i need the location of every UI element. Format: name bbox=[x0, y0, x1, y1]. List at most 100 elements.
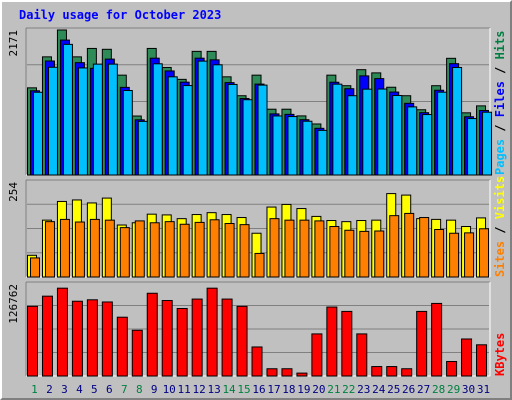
legend-item: Pages bbox=[493, 139, 507, 175]
panel-3: 126762 bbox=[7, 281, 491, 377]
bar-kbytes-day-8 bbox=[131, 329, 143, 377]
bar-pages-day-31 bbox=[482, 111, 493, 176]
day-label-3: 3 bbox=[61, 383, 68, 396]
bar-sites-day-23 bbox=[359, 230, 370, 278]
bar-pages-day-18 bbox=[287, 116, 298, 176]
bar-sites-day-12 bbox=[194, 221, 205, 278]
bar-sites-day-6 bbox=[104, 219, 115, 278]
bar-kbytes-day-11 bbox=[176, 308, 188, 377]
day-label-14: 14 bbox=[222, 383, 236, 396]
panel-3-legend: KBytes bbox=[493, 333, 507, 376]
bar-sites-day-1 bbox=[30, 257, 40, 278]
bar-pages-day-15 bbox=[242, 99, 253, 176]
bar-kbytes-day-30 bbox=[461, 338, 473, 377]
bar-kbytes-day-14 bbox=[221, 298, 233, 377]
day-label-27: 27 bbox=[417, 383, 430, 396]
day-label-30: 30 bbox=[462, 383, 475, 396]
bar-sites-day-20 bbox=[314, 220, 325, 278]
bar-sites-day-3 bbox=[59, 218, 70, 278]
bar-kbytes-day-19 bbox=[296, 372, 308, 377]
day-label-4: 4 bbox=[76, 383, 83, 396]
bar-kbytes-day-27 bbox=[416, 310, 428, 377]
bar-kbytes-day-15 bbox=[236, 305, 248, 377]
bar-sites-day-19 bbox=[299, 219, 310, 278]
bar-pages-day-21 bbox=[332, 83, 343, 176]
day-label-18: 18 bbox=[282, 383, 295, 396]
bar-pages-day-20 bbox=[317, 129, 328, 176]
bar-kbytes-day-12 bbox=[191, 298, 203, 377]
legend-item: Sites bbox=[493, 241, 507, 277]
bar-sites-day-17 bbox=[269, 218, 280, 278]
bar-pages-day-12 bbox=[197, 60, 208, 176]
bar-pages-day-4 bbox=[77, 67, 88, 176]
bar-pages-day-14 bbox=[227, 83, 238, 176]
bar-pages-day-23 bbox=[362, 88, 373, 176]
bar-kbytes-day-7 bbox=[116, 316, 128, 377]
bar-sites-day-9 bbox=[149, 222, 160, 278]
bar-sites-day-24 bbox=[374, 230, 385, 278]
day-label-9: 9 bbox=[151, 383, 158, 396]
legend-item: Files bbox=[493, 81, 507, 117]
bar-kbytes-day-18 bbox=[281, 368, 293, 377]
bar-pages-day-2 bbox=[47, 66, 58, 176]
bar-sites-day-31 bbox=[479, 228, 490, 278]
bar-sites-day-18 bbox=[284, 219, 295, 278]
day-label-8: 8 bbox=[136, 383, 143, 396]
legend-item: Visits bbox=[493, 176, 507, 219]
bar-pages-day-3 bbox=[62, 43, 73, 176]
bar-kbytes-day-13 bbox=[206, 287, 218, 377]
bar-kbytes-day-4 bbox=[71, 300, 83, 377]
bar-pages-day-22 bbox=[347, 95, 358, 176]
bar-sites-day-15 bbox=[239, 224, 250, 278]
day-label-16: 16 bbox=[252, 383, 265, 396]
day-label-19: 19 bbox=[297, 383, 310, 396]
legend-item: / bbox=[493, 59, 507, 81]
bar-kbytes-day-6 bbox=[101, 301, 113, 377]
bar-pages-day-26 bbox=[407, 106, 418, 176]
day-label-6: 6 bbox=[106, 383, 113, 396]
day-label-28: 28 bbox=[432, 383, 445, 396]
chart-legends: Pages / Files / Hits Sites / Visits KBytes bbox=[493, 30, 507, 376]
legend-item: Hits bbox=[493, 30, 507, 59]
bar-kbytes-day-1 bbox=[27, 305, 38, 377]
bar-sites-day-27 bbox=[419, 217, 430, 278]
bar-pages-day-29 bbox=[452, 66, 463, 176]
panel-2-max-label: 254 bbox=[7, 182, 20, 202]
day-label-31: 31 bbox=[477, 383, 490, 396]
day-label-7: 7 bbox=[121, 383, 128, 396]
bar-pages-day-13 bbox=[212, 64, 223, 176]
day-label-29: 29 bbox=[447, 383, 460, 396]
day-labels: 1 2 3 4 5 6 7 8 9 10 11 12 13 14 15 16 17 18 19 20 21 22 23 24 2… bbox=[31, 383, 490, 396]
bar-kbytes-day-5 bbox=[86, 299, 98, 377]
bar-pages-day-16 bbox=[257, 84, 268, 176]
day-label-11: 11 bbox=[178, 383, 191, 396]
panel-3-max-label: 126762 bbox=[7, 284, 20, 324]
bar-kbytes-day-28 bbox=[431, 302, 443, 377]
bar-kbytes-day-17 bbox=[266, 368, 278, 377]
day-label-22: 22 bbox=[342, 383, 355, 396]
legend-item: / bbox=[493, 117, 507, 139]
bar-kbytes-day-25 bbox=[386, 366, 398, 377]
chart-panels: 2171 254 126762 bbox=[7, 27, 493, 377]
bar-kbytes-day-9 bbox=[146, 292, 158, 377]
day-label-23: 23 bbox=[357, 383, 370, 396]
panel-1-legend: Pages / Files / Hits bbox=[493, 30, 507, 175]
bar-kbytes-day-16 bbox=[251, 346, 263, 377]
bar-sites-day-29 bbox=[449, 232, 460, 278]
bar-sites-day-21 bbox=[329, 226, 340, 278]
bar-kbytes-day-3 bbox=[56, 287, 68, 377]
bar-pages-day-5 bbox=[92, 63, 103, 176]
day-label-26: 26 bbox=[402, 383, 415, 396]
bar-kbytes-day-21 bbox=[326, 306, 338, 377]
bar-sites-day-13 bbox=[209, 219, 220, 278]
day-label-20: 20 bbox=[312, 383, 325, 396]
day-label-21: 21 bbox=[327, 383, 340, 396]
chart-title: Daily usage for October 2023 bbox=[19, 8, 221, 22]
bar-sites-day-11 bbox=[179, 223, 190, 278]
bar-kbytes-day-22 bbox=[341, 310, 353, 377]
bar-kbytes-day-10 bbox=[161, 300, 173, 377]
day-label-24: 24 bbox=[372, 383, 386, 396]
bar-pages-day-1 bbox=[33, 91, 43, 176]
bar-sites-day-2 bbox=[44, 221, 55, 278]
